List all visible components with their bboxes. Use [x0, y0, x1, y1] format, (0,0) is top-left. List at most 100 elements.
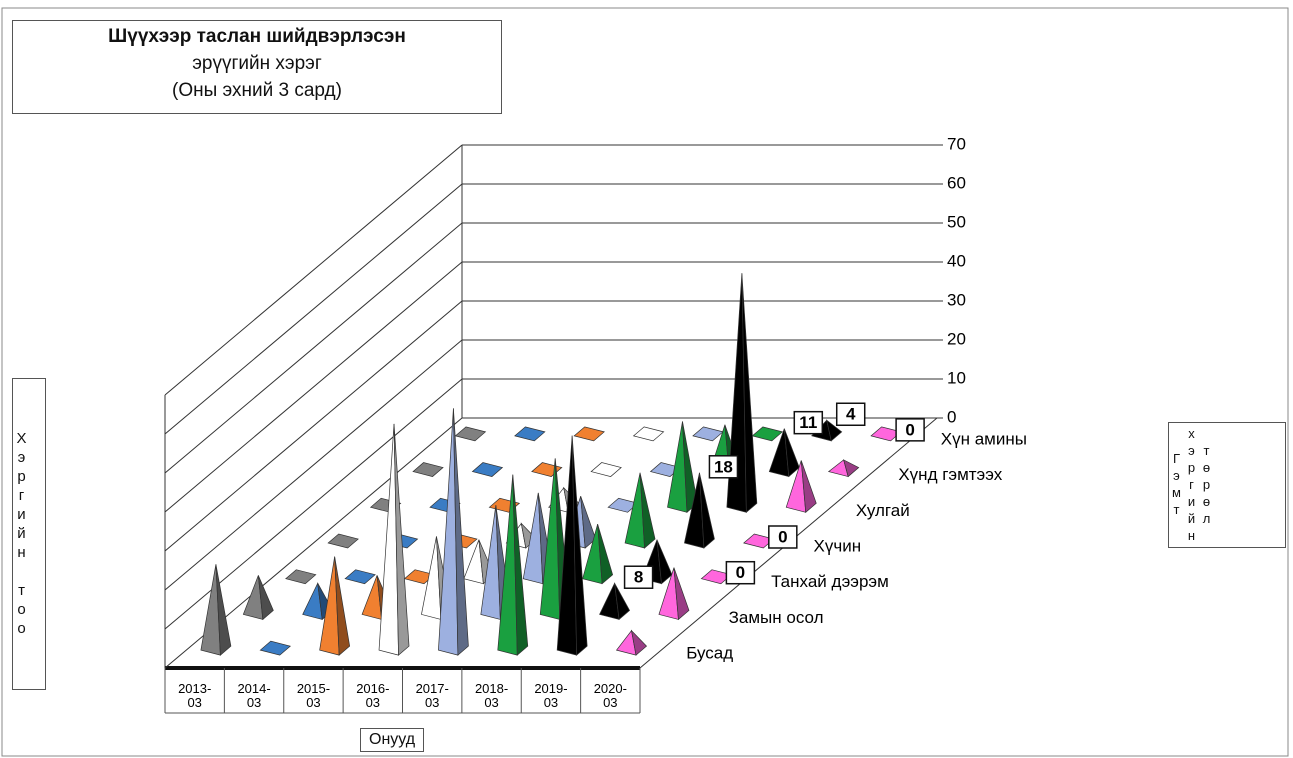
pyramid	[632, 426, 665, 442]
pyramid	[259, 640, 292, 656]
pyramid-side	[741, 273, 758, 514]
pyramid-base	[531, 462, 563, 477]
legend-label: Хүнд гэмтээх	[898, 465, 1002, 484]
pyramid-side	[597, 524, 614, 585]
data-label: 11	[799, 413, 817, 432]
x-tick-label: 2018-03	[474, 681, 509, 710]
data-label-box	[623, 565, 654, 589]
y-tick-label: 70	[947, 134, 966, 153]
pyramid-side	[512, 474, 529, 656]
y-tick-label: 50	[947, 212, 966, 231]
title-line: (Оны эхний 3 сард)	[172, 80, 342, 101]
x-tick-label: 2016-03	[356, 681, 390, 710]
data-label: 0	[736, 563, 745, 582]
x-tick-label: 2017-03	[415, 681, 449, 710]
pyramid-base	[344, 569, 376, 585]
y-tick-label: 40	[947, 251, 966, 270]
legend-label: Замын осол	[729, 608, 824, 627]
pyramid	[514, 426, 546, 442]
pyramid	[667, 421, 698, 514]
pyramid	[751, 426, 784, 442]
pyramid	[344, 569, 376, 585]
pyramid	[556, 435, 588, 656]
pyramid-base	[259, 640, 292, 656]
pyramid	[378, 423, 410, 656]
grid-line	[164, 300, 463, 552]
pyramid	[692, 426, 724, 442]
pyramid-side	[334, 556, 351, 656]
pyramid	[573, 426, 605, 442]
pyramid-side	[453, 408, 469, 656]
pyramid-side	[673, 567, 690, 621]
pyramid	[412, 462, 444, 477]
pyramid-side	[656, 539, 673, 585]
y-tick-label: 60	[947, 173, 966, 192]
pyramid	[785, 460, 817, 513]
pyramid-side	[393, 423, 410, 656]
data-label: 0	[905, 420, 914, 439]
data-label-box	[768, 525, 798, 549]
pyramid	[438, 408, 469, 656]
pyramid-base	[454, 426, 487, 442]
x-tick-label: 2019-03	[534, 681, 568, 710]
data-label-box	[835, 402, 866, 427]
legend-title: Гэмт хэргийн төрөл	[1168, 422, 1286, 548]
pyramid-side	[843, 459, 860, 478]
pyramid-side	[639, 472, 656, 549]
pyramid	[242, 575, 274, 621]
pyramid	[624, 472, 656, 549]
pyramid	[497, 474, 529, 656]
pyramid-base	[573, 426, 605, 442]
legend-label: Хүчин	[814, 536, 862, 555]
x-axis-label: Онууд	[360, 728, 425, 752]
pyramid	[658, 567, 690, 621]
legend-label: Танхай дээрэм	[771, 572, 889, 591]
data-label-box	[708, 455, 739, 479]
pyramid	[599, 582, 631, 621]
pyramid	[768, 428, 800, 478]
pyramid-side	[699, 472, 715, 549]
y-tick-label: 30	[947, 290, 966, 309]
pyramid-side	[826, 419, 843, 442]
pyramid	[327, 533, 359, 549]
pyramid-base	[590, 462, 622, 477]
legend-label: Хүн амины	[941, 429, 1027, 448]
x-tick-label: 2013-03	[178, 681, 212, 710]
grid-line	[164, 222, 463, 474]
pyramid	[615, 629, 648, 656]
pyramid-base	[514, 426, 546, 442]
pyramid-base	[632, 426, 665, 442]
pyramid-base	[327, 533, 359, 549]
pyramid	[684, 472, 715, 549]
grid-line	[164, 339, 463, 591]
x-tick-label: 2014-03	[237, 681, 271, 710]
y-tick-label: 20	[947, 329, 966, 348]
pyramid-base	[412, 462, 444, 477]
pyramid-base	[471, 462, 504, 477]
pyramid-base	[692, 426, 724, 442]
legend-label: Хулгай	[856, 501, 910, 520]
grid-line	[164, 144, 463, 396]
y-tick-label: 0	[947, 407, 956, 426]
title-box: Шүүхээр таслан шийдвэрлэсэн эрүүгийн хэр…	[12, 20, 502, 114]
pyramid	[827, 459, 860, 478]
y-axis-label: Хэргийн тоо	[12, 378, 46, 690]
data-label: 18	[714, 457, 733, 476]
pyramid	[285, 569, 317, 585]
y-tick-label: 10	[947, 368, 966, 387]
legend-label: Бусад	[686, 644, 733, 663]
pyramid-side	[257, 575, 274, 621]
data-label: 0	[778, 527, 787, 546]
pyramid	[582, 524, 614, 585]
pyramid	[454, 426, 487, 442]
data-label-box	[725, 560, 756, 585]
pyramid-side	[215, 564, 232, 656]
pyramid	[531, 462, 563, 477]
frame	[1, 7, 1289, 757]
pyramid-side	[571, 435, 588, 656]
pyramid	[319, 556, 351, 656]
pyramid-base	[751, 426, 784, 442]
pyramid-side	[783, 428, 800, 478]
